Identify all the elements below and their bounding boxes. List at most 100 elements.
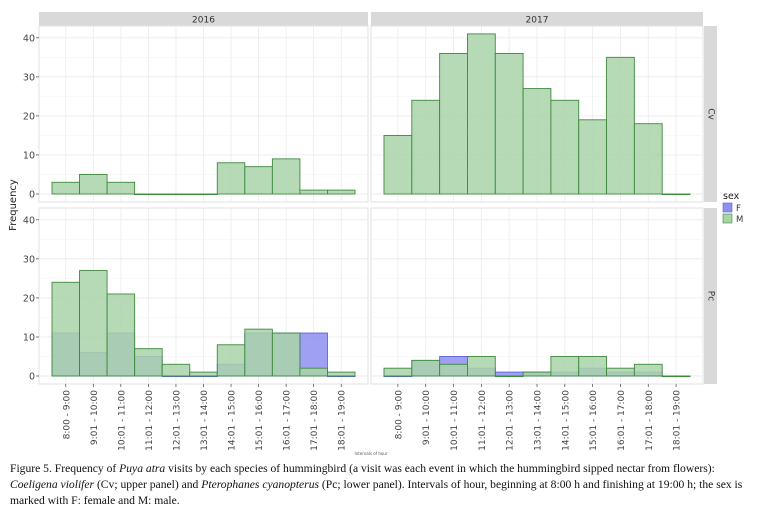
bar-2017-Cv-M-8 — [606, 56, 635, 195]
caption-figure-label: Figure 5. — [10, 462, 52, 475]
y-tick-label: 0 — [29, 372, 35, 383]
bar-2016-Pc-M-3 — [134, 348, 163, 377]
bar-2017-Pc-M-1 — [411, 359, 441, 377]
bar-2017-Cv-M-7 — [578, 119, 607, 195]
x-tick-label: 17:01 - 18:00 — [310, 390, 320, 451]
y-tick-label: 20 — [23, 293, 35, 304]
faceted-histogram: 2016 2017 Cv Pc 0 10 20 30 40 0 10 20 30 40 Frequency 8… — [8, 12, 743, 456]
bar-2017-Pc-M-3 — [467, 356, 496, 377]
x-tick-label: 16:01 - 17:00 — [283, 390, 293, 451]
caption-text-4: (Pc; lower panel). Intervals of hour, be… — [10, 478, 743, 507]
bar-2016-Cv-M-6 — [216, 162, 246, 195]
x-tick-label: 8:00 - 9:00 — [62, 390, 72, 440]
facet-strip-Pc — [704, 208, 717, 384]
x-tick-label: 9:01 - 10:00 — [90, 390, 100, 445]
x-tick-label: 12:01 - 13:00 — [172, 390, 182, 451]
bar-2017-Pc-M-9 — [633, 363, 663, 377]
bar-2016-Pc-M-7 — [244, 328, 273, 377]
bar-2017-Cv-M-3 — [467, 33, 496, 195]
bar-2016-Pc-M-4 — [161, 363, 191, 377]
x-tick-label: 12:01 - 13:00 — [506, 390, 516, 451]
bar-2017-Cv-M-2 — [439, 52, 468, 195]
y-tick-label: 40 — [23, 33, 35, 44]
caption-species-puya: Puya atra — [119, 462, 166, 475]
bar-2017-Pc-F-4 — [494, 371, 524, 377]
figure-caption: Figure 5. Frequency of Puya atra visits … — [10, 461, 750, 509]
x-tick-label: 14:01 - 15:00 — [228, 390, 238, 451]
caption-text-2: visits by each species of hummingbird (a… — [165, 462, 715, 475]
x-axis-title: Intervals of hour — [355, 451, 388, 456]
bar-2017-Pc-M-2 — [439, 363, 468, 377]
bar-2017-Pc-M-7 — [578, 356, 607, 377]
x-tick-label: 10:01 - 11:00 — [117, 390, 127, 451]
bar-2017-Cv-M-10 — [661, 193, 691, 196]
x-tick-label: 9:01 - 10:00 — [422, 390, 432, 445]
bar-2016-Cv-M-10 — [327, 189, 356, 195]
bar-2016-Cv-M-5 — [189, 193, 218, 196]
bar-2016-Pc-M-9 — [299, 367, 328, 377]
bar-2016-Pc-M-10 — [327, 371, 356, 377]
facet-strip-Cv — [704, 26, 717, 202]
bar-2016-Cv-M-8 — [271, 158, 301, 195]
bar-2016-Pc-M-6 — [216, 344, 246, 377]
bar-2017-Pc-M-10 — [661, 375, 691, 378]
bar-2017-Cv-M-0 — [383, 134, 413, 195]
facet-strip-label-2017: 2017 — [526, 16, 549, 26]
x-tick-label: 15:01 - 16:00 — [255, 390, 265, 451]
bar-2016-Cv-M-1 — [79, 174, 108, 195]
facet-strip-label-2016: 2016 — [192, 16, 215, 26]
caption-species-pc: Pterophanes cyanopterus — [201, 478, 320, 491]
legend-label-M: M — [736, 215, 743, 225]
bar-2016-Pc-M-5 — [189, 371, 218, 377]
caption-text-1: Frequency of — [51, 462, 120, 475]
bar-2017-Cv-M-6 — [550, 99, 580, 195]
bar-2017-Pc-M-5 — [522, 371, 552, 377]
x-tick-label: 18:01 - 19:00 — [673, 390, 683, 451]
legend-swatch-M — [722, 213, 733, 224]
x-tick-label: 18:01 - 19:00 — [338, 390, 348, 451]
y-tick-label: 30 — [23, 72, 35, 83]
bar-2016-Pc-M-8 — [271, 332, 301, 377]
x-tick-label: 13:01 - 14:00 — [200, 390, 210, 451]
y-tick-label: 40 — [23, 215, 35, 226]
bar-2017-Pc-M-6 — [550, 356, 580, 377]
facet-strip-label-Cv: Cv — [706, 108, 716, 120]
x-tick-label: 14:01 - 15:00 — [561, 390, 571, 451]
legend-swatch-F — [722, 202, 733, 213]
legend-title: sex — [723, 191, 740, 202]
caption-species-cv: Coeligena violifer — [10, 478, 95, 491]
bar-2017-Pc-M-4 — [494, 375, 524, 378]
y-tick-label: 20 — [23, 111, 35, 122]
x-tick-label: 8:00 - 9:00 — [394, 390, 404, 440]
x-tick-label: 11:01 - 12:00 — [478, 390, 488, 451]
bar-2016-Cv-M-3 — [134, 193, 163, 196]
bar-2016-Pc-M-2 — [106, 293, 136, 377]
bar-2017-Cv-M-4 — [494, 52, 524, 195]
bar-2017-Cv-M-1 — [411, 99, 441, 195]
bar-2016-Cv-M-9 — [299, 189, 328, 195]
x-tick-label: 13:01 - 14:00 — [534, 390, 544, 451]
bar-2017-Pc-M-8 — [606, 367, 635, 377]
y-axis-title: Frequency — [8, 179, 19, 231]
x-tick-label: 10:01 - 11:00 — [450, 390, 460, 451]
x-tick-label: 11:01 - 12:00 — [145, 390, 155, 451]
bar-2016-Pc-M-0 — [51, 281, 80, 377]
bar-2016-Pc-M-1 — [79, 270, 108, 377]
x-tick-label: 16:01 - 17:00 — [617, 390, 627, 451]
x-tick-label: 15:01 - 16:00 — [589, 390, 599, 451]
facet-strip-2017 — [371, 12, 703, 26]
facet-strip-2016 — [39, 12, 368, 26]
bar-2016-Cv-M-4 — [161, 193, 191, 196]
bar-2017-Cv-M-9 — [633, 123, 663, 195]
facet-strip-label-Pc: Pc — [706, 291, 716, 301]
y-tick-label: 10 — [23, 332, 35, 343]
bar-2017-Pc-M-0 — [383, 367, 413, 377]
bar-2016-Cv-M-0 — [51, 181, 80, 195]
caption-text-3: (Cv; upper panel) and — [94, 478, 202, 491]
legend-label-F: F — [736, 204, 741, 214]
bar-2016-Cv-M-2 — [106, 181, 136, 195]
bar-2016-Cv-M-7 — [244, 166, 273, 195]
y-tick-label: 30 — [23, 254, 35, 265]
y-tick-label: 0 — [29, 190, 35, 201]
y-tick-label: 10 — [23, 150, 35, 161]
